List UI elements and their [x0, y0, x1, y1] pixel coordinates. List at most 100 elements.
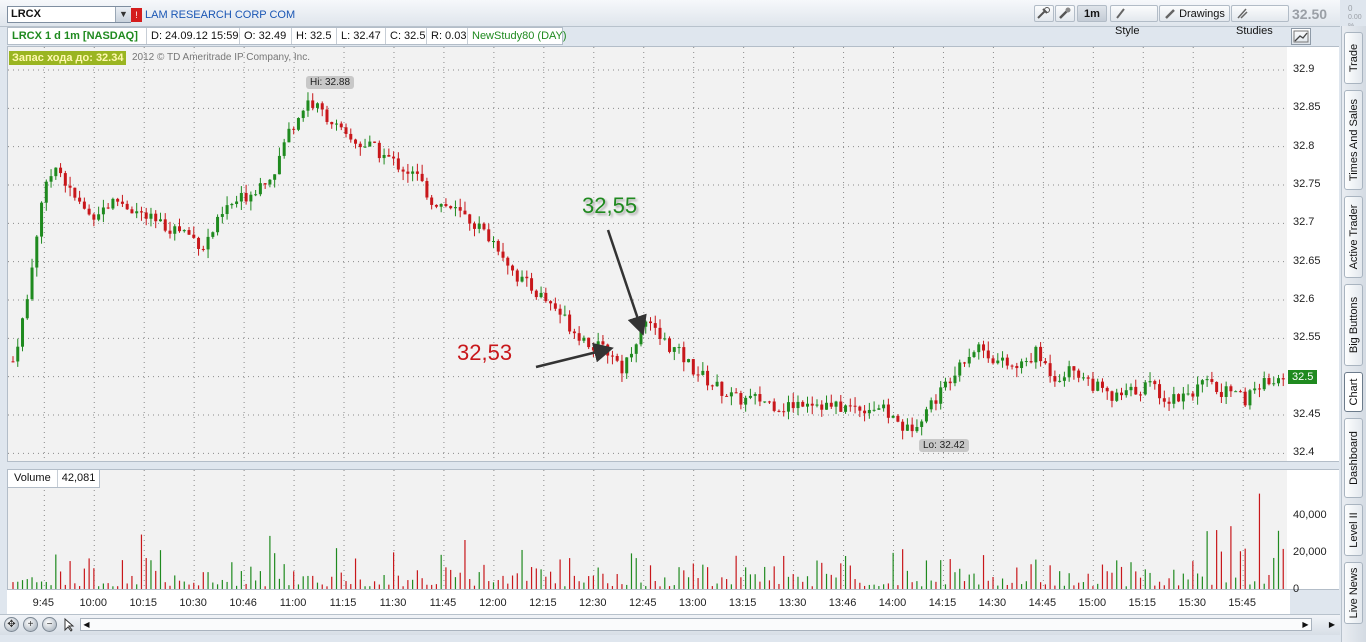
pan-icon[interactable]: ✥ — [4, 617, 19, 632]
candle-body — [120, 201, 124, 204]
horizontal-scrollbar[interactable]: ◀ ▶ — [80, 618, 1312, 631]
time-axis[interactable]: 9:45 10:00 10:15 10:30 10:46 11:00 11:15 11:30 1… — [7, 590, 1290, 614]
candle-body — [1077, 370, 1081, 378]
candle-body — [644, 321, 648, 327]
sidebar-tab-level-ii[interactable]: Level II — [1344, 504, 1363, 556]
style-button[interactable]: Style — [1110, 5, 1158, 37]
symbol-dropdown-icon[interactable]: ▼ — [115, 7, 131, 22]
time-tick: 14:15 — [928, 597, 957, 609]
company-name[interactable]: LAM RESEARCH CORP COM — [145, 9, 296, 21]
candle-body — [449, 206, 453, 209]
candle-body — [458, 207, 462, 211]
candle-body — [344, 127, 348, 134]
study-name[interactable]: NewStudy80 (DAY) — [472, 30, 567, 42]
candle-body — [1062, 377, 1066, 381]
bar-close: C: 32.5 — [386, 28, 427, 44]
candle-body — [139, 211, 143, 213]
cursor-icon[interactable] — [61, 617, 76, 632]
candle-body — [1119, 392, 1123, 396]
settings-tools-icon[interactable] — [1034, 5, 1054, 22]
volume-tick: 0 — [1293, 583, 1300, 595]
candle-body — [1253, 388, 1257, 391]
candle-body — [225, 205, 229, 215]
sidebar-tab-dashboard[interactable]: Dashboard — [1344, 418, 1363, 498]
candle-body — [734, 392, 738, 394]
sidebar-tab-label: Big Buttons — [1347, 296, 1360, 354]
wrench-icon[interactable] — [1055, 5, 1075, 22]
candle-body — [720, 381, 724, 396]
candle-body — [1058, 380, 1062, 382]
scroll-right-icon[interactable]: ▶ — [1302, 620, 1309, 629]
candle-body — [511, 265, 515, 271]
symbol-input[interactable]: LRCX ▼ — [7, 6, 131, 23]
candle-body — [40, 202, 44, 237]
candle-body — [382, 154, 386, 159]
price-axis[interactable]: 32.9 32.85 32.8 32.75 32.7 32.65 32.6 32.55 32.5… — [1287, 46, 1339, 462]
candle-body — [577, 333, 581, 341]
time-tick: 13:30 — [778, 597, 807, 609]
time-tick: 13:15 — [728, 597, 757, 609]
last-price: 32.50 — [1292, 6, 1328, 22]
zoom-in-icon[interactable]: + — [23, 617, 38, 632]
candle-body — [1110, 391, 1114, 401]
time-tick: 9:45 — [32, 597, 55, 609]
candle-body — [972, 352, 976, 357]
chart-settings-icon[interactable] — [1291, 28, 1311, 45]
candle-body — [844, 405, 848, 412]
candle-body — [1139, 394, 1143, 396]
candle-body — [301, 110, 305, 119]
candle-body — [320, 103, 324, 110]
volume-chart[interactable] — [8, 470, 1289, 589]
chart-toolbar: LRCX ▼ ! LAM RESEARCH CORP COM 1m Style … — [0, 0, 1362, 37]
sidebar-tab-live-news[interactable]: Live News — [1344, 562, 1363, 624]
time-tick: 10:00 — [79, 597, 108, 609]
candle-body — [672, 347, 676, 352]
candle-body — [97, 214, 101, 220]
sidebar-tab-active-trader[interactable]: Active Trader — [1344, 196, 1363, 278]
price-chart[interactable] — [8, 47, 1289, 461]
candle-body — [87, 208, 91, 215]
candle-body — [924, 409, 928, 422]
copyright-text: 2012 © TD Ameritrade IP Company, Inc. — [132, 52, 311, 63]
scroll-left-icon[interactable]: ◀ — [83, 620, 90, 629]
candle-body — [482, 223, 486, 230]
candle-body — [786, 402, 790, 412]
sidebar-tab-trade[interactable]: Trade — [1344, 32, 1363, 84]
candle-body — [582, 337, 586, 341]
candle-body — [111, 198, 115, 209]
chart-navigation-bar: ✥ + − ◀ ▶ ▶ — [0, 614, 1340, 635]
drawings-button[interactable]: Drawings — [1159, 5, 1230, 22]
candle-body — [292, 128, 296, 130]
candle-body — [767, 401, 771, 403]
price-tick: 32.8 — [1293, 139, 1315, 152]
expand-right-icon[interactable]: ▶ — [1328, 620, 1336, 629]
timeframe-button[interactable]: 1m — [1077, 5, 1107, 22]
chart-title[interactable]: LRCX 1 d 1m [NASDAQ] — [8, 28, 147, 44]
sidebar-tab-chart[interactable]: Chart — [1344, 372, 1363, 412]
panel-splitter[interactable] — [7, 462, 1339, 469]
time-tick: 15:45 — [1228, 597, 1256, 609]
sidebar-tab-times-and-sales[interactable]: Times And Sales — [1344, 90, 1363, 190]
candle-body — [154, 213, 158, 222]
candle-body — [220, 214, 224, 217]
annotation-green: 32,55 — [582, 193, 638, 218]
studies-button[interactable]: Studies — [1231, 5, 1289, 37]
candle-body — [135, 211, 139, 214]
candle-body — [1210, 379, 1214, 382]
candle-body — [339, 123, 343, 128]
price-tick: 32.6 — [1293, 293, 1315, 305]
candle-body — [1205, 379, 1209, 381]
annotation-arrows — [535, 229, 647, 369]
price-chart-panel[interactable]: Запас хода до: 32.34 2012 © TD Ameritrad… — [7, 46, 1290, 462]
price-tick: 32.65 — [1293, 254, 1321, 267]
candle-body — [620, 360, 624, 374]
candle-body — [254, 194, 258, 196]
candle-body — [539, 292, 543, 298]
candle-body — [939, 387, 943, 404]
sidebar-tab-big-buttons[interactable]: Big Buttons — [1344, 284, 1363, 366]
candle-body — [568, 314, 572, 332]
volume-panel[interactable]: Volume 42,081 — [7, 469, 1290, 590]
candle-body — [668, 338, 672, 352]
candle-body — [525, 276, 529, 279]
zoom-out-icon[interactable]: − — [42, 617, 57, 632]
